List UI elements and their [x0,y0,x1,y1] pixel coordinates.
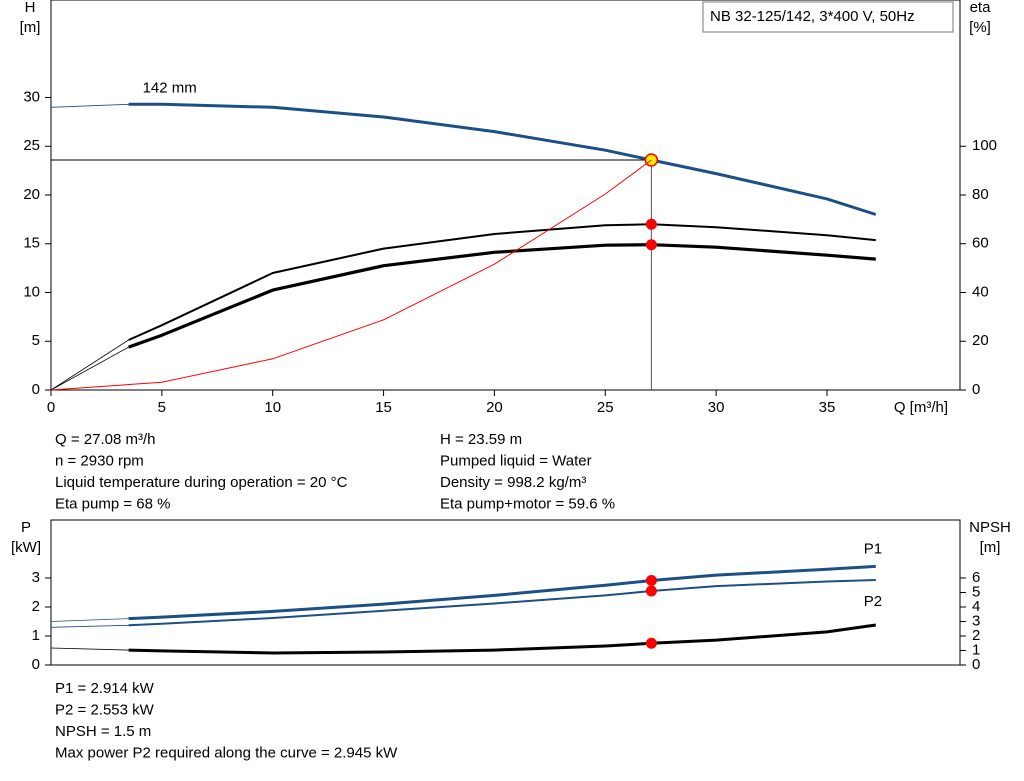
y2-tick-label: 1 [972,641,980,658]
result-line: P2 = 2.553 kW [55,701,155,718]
curve [128,579,876,627]
y2-axis-label: [m] [980,539,1001,556]
curve [128,564,876,621]
result-line: P1 = 2.914 kW [55,680,155,697]
y2-tick-label: 0 [972,656,980,673]
series-label: P2 [864,593,882,610]
duty-point [645,239,657,251]
x-tick-label: 5 [158,399,166,416]
duty-point [645,637,657,649]
x-tick-label: 10 [264,399,281,416]
curve [128,102,877,216]
result-line: Eta pump+motor = 59.6 % [440,495,615,512]
result-line: Pumped liquid = Water [440,452,592,469]
result-line: NPSH = 1.5 m [55,723,151,740]
result-line: Q = 27.08 m³/h [55,431,155,448]
y2-tick-label: 20 [972,332,989,349]
result-line: Density = 998.2 kg/m³ [440,474,586,491]
y-tick-label: 20 [23,186,40,203]
duty-point [645,574,657,586]
x-tick-label: 15 [375,399,392,416]
y2-tick-label: 5 [972,583,980,600]
curve-extension [50,346,129,391]
y-tick-label: 3 [32,569,40,586]
curve [128,243,876,349]
y2-axis-label: [%] [969,19,991,36]
result-line: H = 23.59 m [440,431,522,448]
curve-extension [50,624,129,628]
y-tick-label: 15 [23,235,40,252]
product-box [702,1,954,33]
duty-point [645,218,657,230]
x-tick-label: 20 [486,399,503,416]
y2-tick-label: 0 [972,381,980,398]
y2-tick-label: 60 [972,235,989,252]
result-line: Max power P2 required along the curve = … [55,744,398,761]
duty-point [645,585,657,597]
y-axis-label: P [21,519,31,536]
y-axis-label: [kW] [11,539,41,556]
y2-tick-label: 6 [972,569,980,586]
x-tick-label: 30 [708,399,725,416]
y2-axis-label: NPSH [969,519,1011,536]
product-label: NB 32-125/142, 3*400 V, 50Hz [710,8,915,25]
x-tick-label: 35 [819,399,836,416]
result-line: n = 2930 rpm [55,452,144,469]
x-tick-label: 0 [47,399,55,416]
y2-tick-label: 2 [972,627,980,644]
y-tick-label: 1 [32,627,40,644]
y2-tick-label: 3 [972,612,980,629]
y2-tick-label: 4 [972,598,980,615]
y-tick-label: 10 [23,283,40,300]
y-axis-label: [m] [20,19,41,36]
result-line: Liquid temperature during operation = 20… [55,474,348,491]
x-tick-label: 25 [597,399,614,416]
curve-extension [50,647,129,651]
x-axis-label: Q [m³/h] [894,399,948,416]
series-label: 142 mm [143,79,197,96]
curve [128,623,877,655]
y-tick-label: 2 [32,598,40,615]
y-tick-label: 0 [32,656,40,673]
y2-axis-label: eta [970,0,992,16]
y-axis-label: H [25,0,36,16]
y2-tick-label: 80 [972,186,989,203]
curve [50,159,652,391]
y-tick-label: 25 [23,137,40,154]
y-tick-label: 5 [32,332,40,349]
result-line: Eta pump = 68 % [55,495,171,512]
y-tick-label: 30 [23,88,40,105]
series-label: P1 [864,540,882,557]
curve-extension [50,339,129,391]
curve-extension [50,103,129,108]
y2-tick-label: 100 [972,137,997,154]
curve-extension [50,618,129,622]
y2-tick-label: 40 [972,283,989,300]
y-tick-label: 0 [32,381,40,398]
